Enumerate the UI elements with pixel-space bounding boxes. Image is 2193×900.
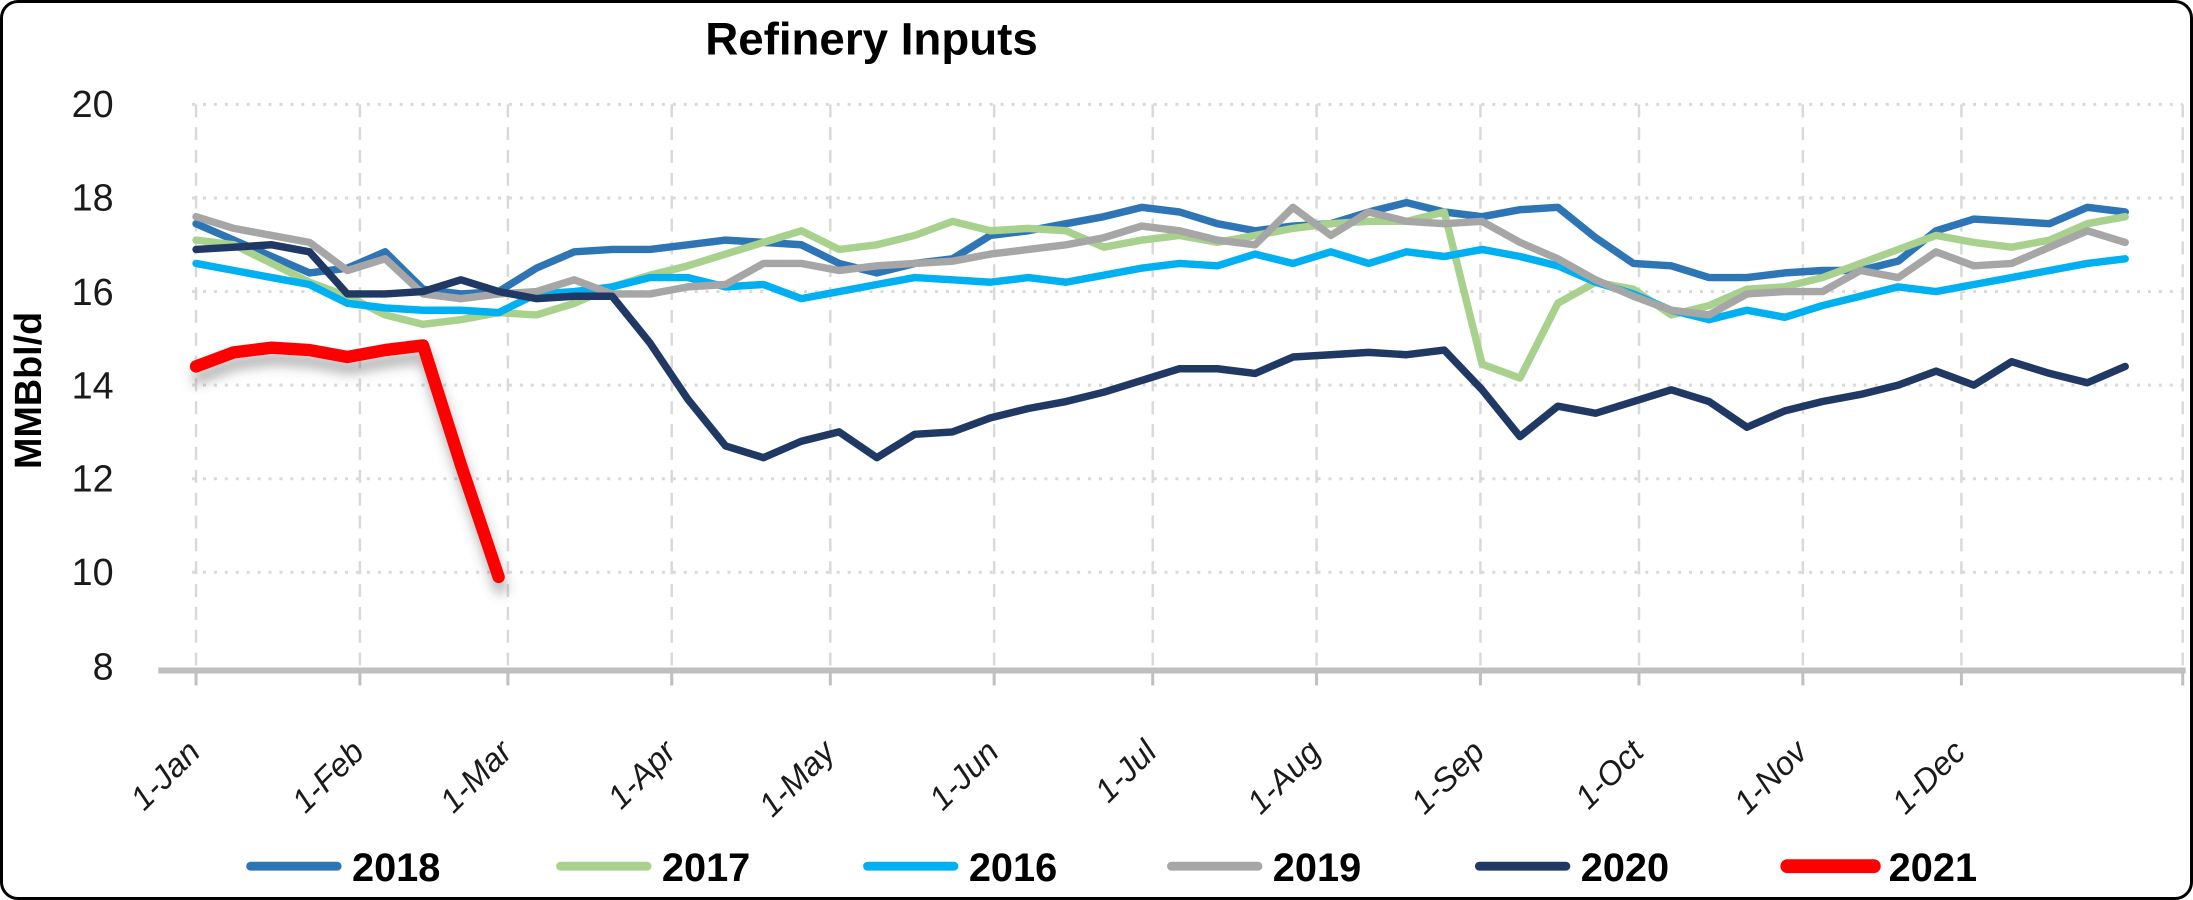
y-tick-14: 14 — [72, 364, 114, 406]
legend-item-2018: 2018 — [246, 846, 440, 890]
chart-title: Refinery Inputs — [705, 14, 1038, 65]
x-tick-sep: 1-Sep — [1403, 733, 1491, 821]
x-tick-apr: 1-Apr — [600, 731, 684, 815]
gridlines — [192, 102, 2184, 671]
y-tick-18: 18 — [72, 177, 114, 219]
legend-item-2016: 2016 — [863, 846, 1057, 890]
legend-label-2016: 2016 — [969, 846, 1057, 890]
y-tick-10: 10 — [72, 551, 114, 593]
legend-item-2017: 2017 — [556, 846, 750, 890]
x-tick-may: 1-May — [751, 731, 843, 823]
x-axis-line — [158, 667, 2186, 686]
x-tick-feb: 1-Feb — [284, 733, 371, 820]
series-line-2020 — [192, 241, 2129, 462]
series-line-2016 — [192, 245, 2129, 324]
legend-item-2019: 2019 — [1167, 846, 1361, 890]
legend-item-2021: 2021 — [1780, 846, 1977, 890]
refinery-inputs-line-chart: Refinery Inputs MMBbl/d 20 18 16 14 12 1… — [7, 14, 2186, 890]
y-tick-8: 8 — [93, 645, 114, 687]
legend-label-2017: 2017 — [662, 846, 750, 890]
x-tick-nov: 1-Nov — [1726, 732, 1815, 821]
x-tick-dec: 1-Dec — [1884, 732, 1972, 820]
x-tick-mar: 1-Mar — [432, 731, 520, 819]
legend-label-2021: 2021 — [1889, 846, 1977, 890]
legend-item-2020: 2020 — [1474, 846, 1669, 890]
x-axis-tick-labels: 1-Jan 1-Feb 1-Mar 1-Apr 1-May 1-Jun 1-Ju… — [123, 731, 1973, 823]
x-tick-jan: 1-Jan — [123, 733, 207, 817]
legend-label-2018: 2018 — [352, 846, 440, 890]
x-tick-aug: 1-Aug — [1239, 733, 1327, 821]
y-tick-16: 16 — [72, 271, 114, 313]
chart-legend: 2018 2017 2016 2019 2020 2021 — [246, 846, 1977, 890]
series-line-2017 — [192, 208, 2129, 382]
legend-label-2019: 2019 — [1273, 846, 1361, 890]
x-tick-jun: 1-Jun — [921, 733, 1005, 817]
y-tick-20: 20 — [72, 83, 114, 125]
y-tick-12: 12 — [72, 458, 114, 500]
x-tick-jul: 1-Jul — [1087, 732, 1165, 810]
y-axis-title: MMBbl/d — [7, 312, 49, 469]
data-series — [189, 198, 2129, 584]
x-tick-oct: 1-Oct — [1567, 731, 1651, 815]
legend-label-2020: 2020 — [1581, 846, 1669, 890]
series-line-2021 — [189, 339, 505, 584]
y-axis-tick-labels: 20 18 16 14 12 10 8 — [72, 83, 114, 687]
series-line-2018 — [192, 198, 2129, 298]
